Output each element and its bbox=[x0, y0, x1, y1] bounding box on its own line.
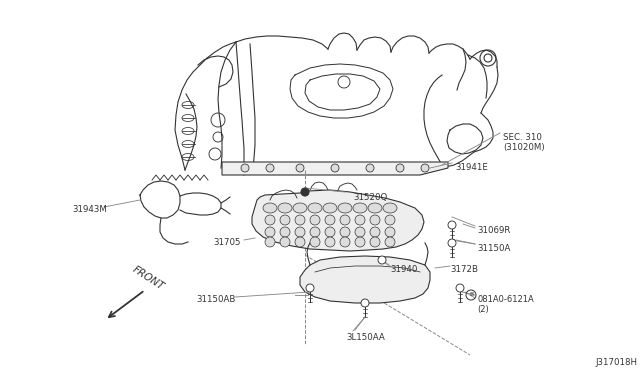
Polygon shape bbox=[300, 256, 430, 303]
Ellipse shape bbox=[383, 203, 397, 213]
Circle shape bbox=[295, 227, 305, 237]
Polygon shape bbox=[222, 162, 448, 175]
Circle shape bbox=[241, 164, 249, 172]
Circle shape bbox=[340, 227, 350, 237]
Ellipse shape bbox=[263, 203, 277, 213]
Text: 31150AB: 31150AB bbox=[196, 295, 236, 304]
Circle shape bbox=[306, 284, 314, 292]
Circle shape bbox=[325, 237, 335, 247]
Circle shape bbox=[355, 215, 365, 225]
Circle shape bbox=[378, 256, 386, 264]
Text: 3L150AA: 3L150AA bbox=[346, 333, 385, 342]
Ellipse shape bbox=[338, 203, 352, 213]
Ellipse shape bbox=[323, 203, 337, 213]
Circle shape bbox=[448, 221, 456, 229]
Circle shape bbox=[296, 164, 304, 172]
Circle shape bbox=[325, 227, 335, 237]
Circle shape bbox=[361, 299, 369, 307]
Text: 31941E: 31941E bbox=[455, 163, 488, 172]
Circle shape bbox=[340, 237, 350, 247]
Circle shape bbox=[295, 215, 305, 225]
Circle shape bbox=[385, 215, 395, 225]
Circle shape bbox=[265, 237, 275, 247]
Ellipse shape bbox=[368, 203, 382, 213]
Text: 31150A: 31150A bbox=[477, 244, 510, 253]
Circle shape bbox=[301, 188, 309, 196]
Text: FRONT: FRONT bbox=[131, 264, 166, 292]
Text: 081A0-6121A
(2): 081A0-6121A (2) bbox=[477, 295, 534, 314]
Circle shape bbox=[280, 227, 290, 237]
Circle shape bbox=[448, 239, 456, 247]
Text: SEC. 310
(31020M): SEC. 310 (31020M) bbox=[503, 133, 545, 153]
Circle shape bbox=[385, 237, 395, 247]
Polygon shape bbox=[252, 190, 424, 251]
Circle shape bbox=[370, 227, 380, 237]
Circle shape bbox=[325, 215, 335, 225]
Ellipse shape bbox=[308, 203, 322, 213]
Circle shape bbox=[310, 237, 320, 247]
Text: 31705: 31705 bbox=[213, 238, 241, 247]
Circle shape bbox=[396, 164, 404, 172]
Circle shape bbox=[280, 237, 290, 247]
Text: B: B bbox=[469, 292, 473, 298]
Circle shape bbox=[265, 227, 275, 237]
Ellipse shape bbox=[278, 203, 292, 213]
Circle shape bbox=[370, 237, 380, 247]
Text: 31520Q: 31520Q bbox=[353, 193, 387, 202]
Text: 31943M: 31943M bbox=[72, 205, 107, 214]
Circle shape bbox=[421, 164, 429, 172]
Circle shape bbox=[456, 284, 464, 292]
Circle shape bbox=[385, 227, 395, 237]
Circle shape bbox=[310, 227, 320, 237]
Circle shape bbox=[331, 164, 339, 172]
Text: 31940: 31940 bbox=[390, 265, 417, 274]
Circle shape bbox=[355, 227, 365, 237]
Circle shape bbox=[370, 215, 380, 225]
Text: 3172B: 3172B bbox=[450, 265, 478, 274]
Text: J317018H: J317018H bbox=[595, 358, 637, 367]
Ellipse shape bbox=[293, 203, 307, 213]
Circle shape bbox=[295, 237, 305, 247]
Circle shape bbox=[265, 215, 275, 225]
Circle shape bbox=[366, 164, 374, 172]
Ellipse shape bbox=[353, 203, 367, 213]
Text: 31069R: 31069R bbox=[477, 226, 510, 235]
Circle shape bbox=[355, 237, 365, 247]
Circle shape bbox=[266, 164, 274, 172]
Circle shape bbox=[280, 215, 290, 225]
Circle shape bbox=[310, 215, 320, 225]
Circle shape bbox=[340, 215, 350, 225]
